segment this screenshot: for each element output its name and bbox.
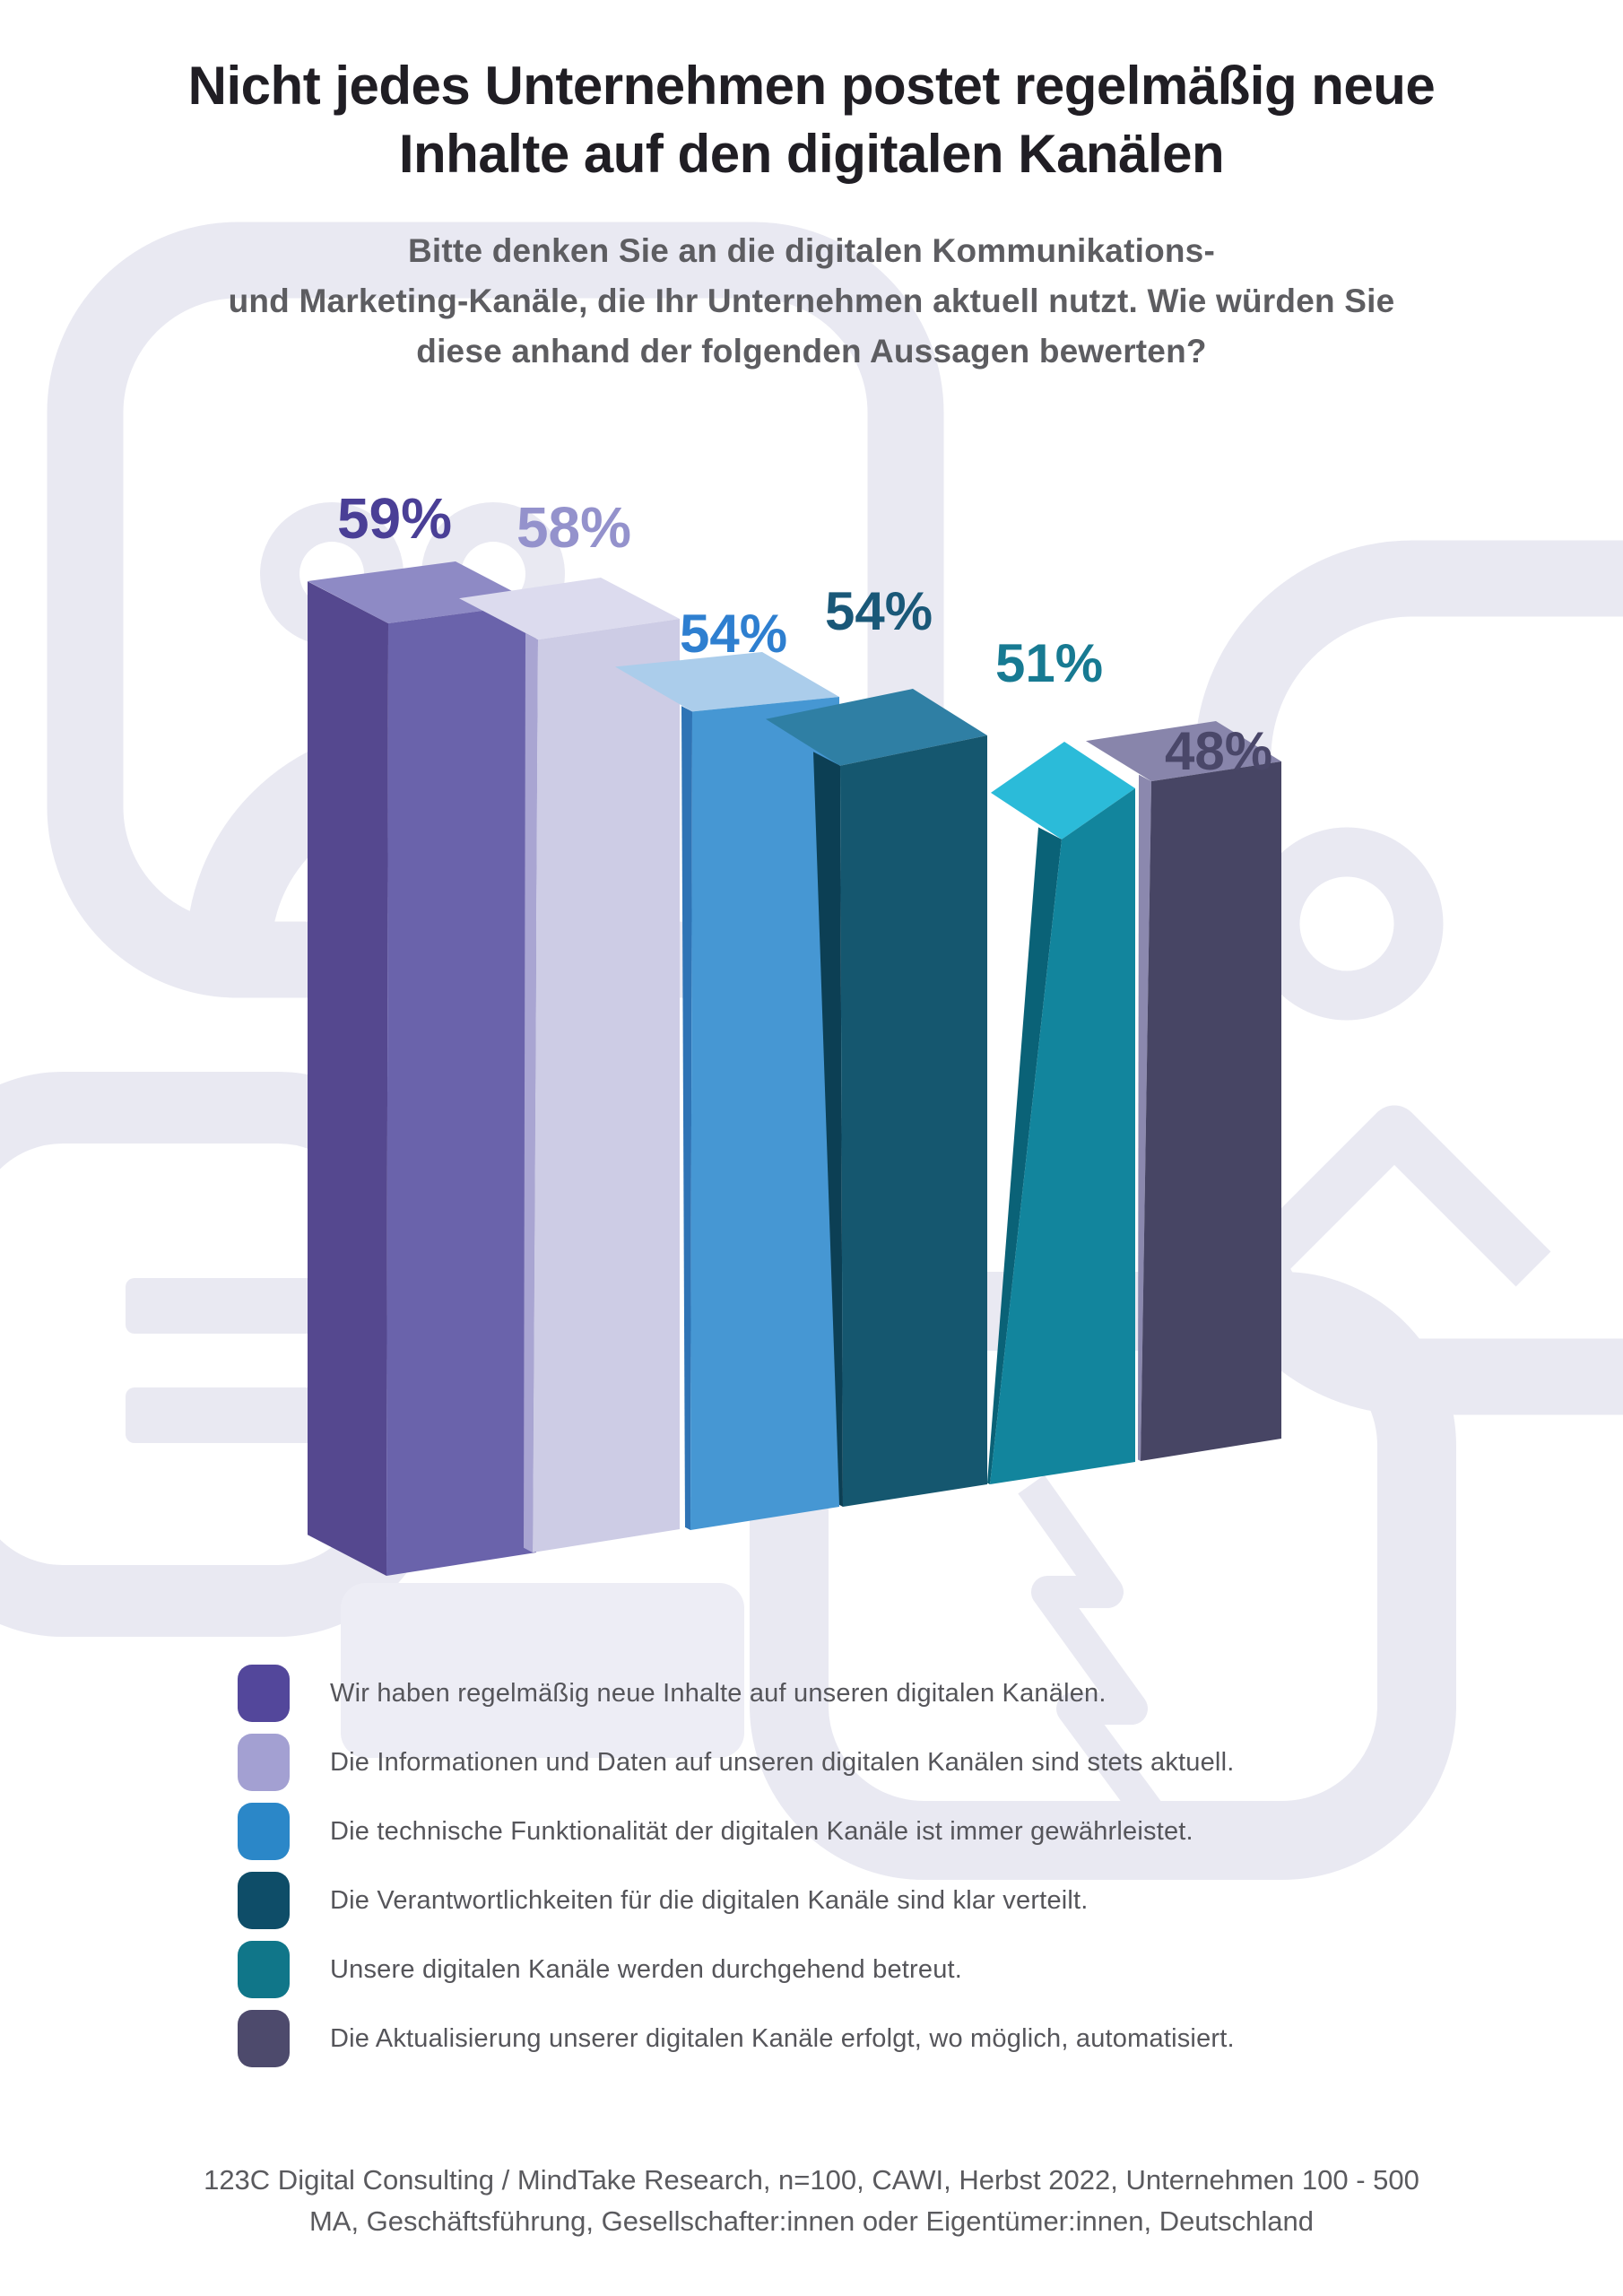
legend-label: Wir haben regelmäßig neue Inhalte auf un… <box>330 1678 1107 1708</box>
legend-label: Die Aktualisierung unserer digitalen Kan… <box>330 2023 1235 2053</box>
legend-item: Die technische Funktionalität der digita… <box>238 1803 1430 1860</box>
legend-label: Die Informationen und Daten auf unseren … <box>330 1747 1235 1777</box>
source-footer: 123C Digital Consulting / MindTake Resea… <box>157 2160 1466 2242</box>
subtitle-line: Bitte denken Sie an die digitalen Kommun… <box>408 232 1215 269</box>
legend-label: Unsere digitalen Kanäle werden durchgehe… <box>330 1954 963 1984</box>
legend-item: Die Aktualisierung unserer digitalen Kan… <box>238 2010 1430 2067</box>
zigzag-icon <box>1018 1474 1172 1835</box>
subtitle-line: diese anhand der folgenden Aussagen bewe… <box>416 333 1207 370</box>
legend-item: Die Informationen und Daten auf unseren … <box>238 1734 1430 1791</box>
legend-item: Unsere digitalen Kanäle werden durchgehe… <box>238 1941 1430 1998</box>
footer-line: 123C Digital Consulting / MindTake Resea… <box>204 2164 1419 2196</box>
legend-swatch <box>238 2010 290 2067</box>
legend-label: Die technische Funktionalität der digita… <box>330 1816 1193 1846</box>
chart-subtitle: Bitte denken Sie an die digitalen Kommun… <box>0 226 1623 377</box>
legend-swatch <box>238 1872 290 1929</box>
legend-label: Die Verantwortlichkeiten für die digital… <box>330 1885 1089 1915</box>
base-block-shape <box>341 1583 744 1758</box>
legend-item: Wir haben regelmäßig neue Inhalte auf un… <box>238 1665 1430 1722</box>
legend-swatch <box>238 1941 290 1998</box>
legend-item: Die Verantwortlichkeiten für die digital… <box>238 1872 1430 1929</box>
legend-swatch <box>238 1803 290 1860</box>
subtitle-line: und Marketing-Kanäle, die Ihr Unternehme… <box>228 283 1395 319</box>
person-shoulders-icon <box>1237 1105 1551 1287</box>
footer-line: MA, Geschäftsführung, Gesellschafter:inn… <box>308 2205 1315 2237</box>
legend-swatch <box>238 1734 290 1791</box>
legend-swatch <box>238 1665 290 1722</box>
title-line: Nicht jedes Unternehmen postet regelmäßi… <box>187 56 1436 116</box>
title-line: Inhalte auf den digitalen Kanälen <box>398 124 1225 184</box>
page-title: Nicht jedes Unternehmen postet regelmäßi… <box>0 52 1623 188</box>
legend: Wir haben regelmäßig neue Inhalte auf un… <box>238 1665 1430 2079</box>
